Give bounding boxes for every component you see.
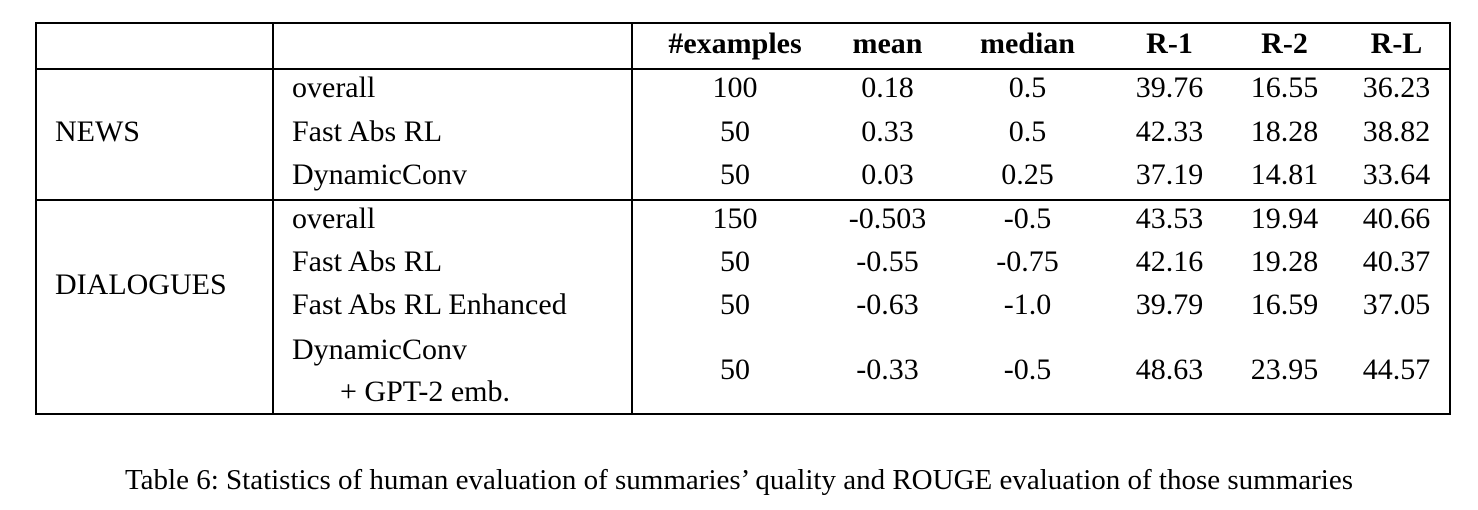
model-name: Fast Abs RL Enhanced (292, 288, 567, 321)
model-name: overall (292, 202, 376, 235)
r2-value: 14.81 (1250, 158, 1319, 191)
r1-value: 42.33 (1135, 115, 1204, 148)
table-caption: Table 6: Statistics of human evaluation … (124, 464, 1354, 496)
rl-value: 36.23 (1362, 71, 1431, 104)
header-rl: R-L (1370, 27, 1423, 60)
r1-value: 48.63 (1135, 353, 1204, 386)
mean-value: 0.33 (861, 115, 914, 148)
mean-value: -0.33 (856, 353, 919, 386)
median-value: -0.5 (1003, 202, 1052, 235)
r2-value: 16.55 (1250, 71, 1319, 104)
model-name: DynamicConv (292, 333, 467, 366)
column-divider-model (631, 24, 633, 413)
rl-value: 44.57 (1362, 353, 1431, 386)
median-value: -0.5 (1003, 353, 1052, 386)
r1-value: 39.79 (1135, 288, 1204, 321)
examples-value: 100 (712, 71, 758, 104)
group-label-news: NEWS (55, 115, 140, 148)
group-divider (37, 199, 1449, 201)
median-value: 0.25 (1001, 158, 1054, 191)
header-examples: #examples (668, 27, 802, 60)
rl-value: 37.05 (1362, 288, 1431, 321)
r2-value: 19.94 (1250, 202, 1319, 235)
median-value: -0.75 (996, 245, 1059, 278)
rl-value: 38.82 (1362, 115, 1431, 148)
header-median: median (979, 27, 1075, 60)
header-r2: R-2 (1261, 27, 1308, 60)
model-name: Fast Abs RL (292, 115, 443, 148)
mean-value: -0.63 (856, 288, 919, 321)
examples-value: 50 (720, 245, 750, 278)
statistics-table: #examples mean median R-1 R-2 R-L NEWS D… (35, 22, 1451, 415)
median-value: -1.0 (1003, 288, 1052, 321)
r2-value: 16.59 (1250, 288, 1319, 321)
mean-value: -0.55 (856, 245, 919, 278)
rl-value: 33.64 (1362, 158, 1431, 191)
model-name: DynamicConv (292, 158, 467, 191)
header-r1: R-1 (1146, 27, 1193, 60)
examples-value: 150 (712, 202, 758, 235)
r2-value: 18.28 (1250, 115, 1319, 148)
mean-value: -0.503 (848, 202, 927, 235)
model-name: overall (292, 71, 376, 104)
median-value: 0.5 (1008, 115, 1047, 148)
header-divider (37, 68, 1449, 70)
mean-value: 0.18 (861, 71, 914, 104)
median-value: 0.5 (1008, 71, 1047, 104)
header-mean: mean (852, 27, 923, 60)
r1-value: 37.19 (1135, 158, 1204, 191)
examples-value: 50 (720, 158, 750, 191)
r1-value: 43.53 (1135, 202, 1204, 235)
column-divider-group (272, 24, 274, 413)
r1-value: 39.76 (1135, 71, 1204, 104)
rl-value: 40.66 (1362, 202, 1431, 235)
examples-value: 50 (720, 288, 750, 321)
examples-value: 50 (720, 115, 750, 148)
mean-value: 0.03 (861, 158, 914, 191)
r2-value: 19.28 (1250, 245, 1319, 278)
model-name: Fast Abs RL (292, 245, 443, 278)
examples-value: 50 (720, 353, 750, 386)
group-label-dialogues: DIALOGUES (55, 268, 227, 301)
rl-value: 40.37 (1362, 245, 1431, 278)
model-name-line2: + GPT-2 emb. (340, 375, 510, 408)
r2-value: 23.95 (1250, 353, 1319, 386)
r1-value: 42.16 (1135, 245, 1204, 278)
